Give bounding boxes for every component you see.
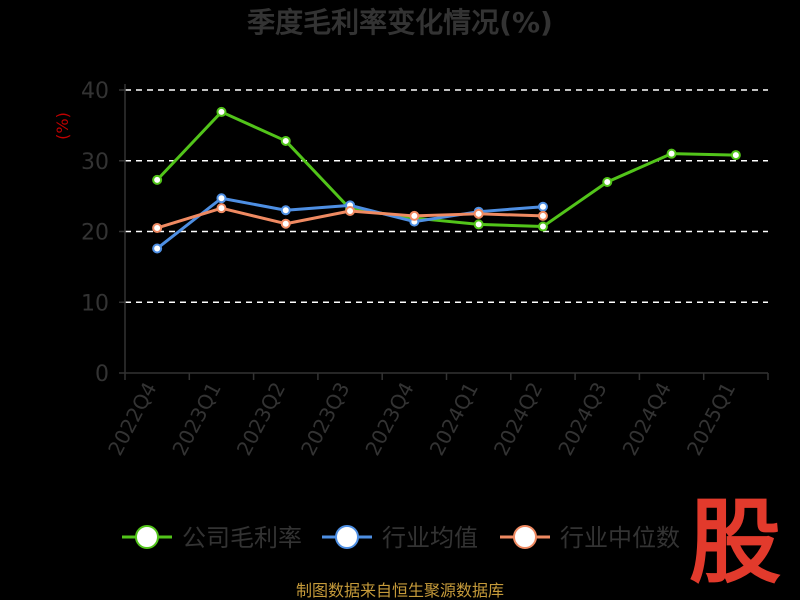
x-tick-label: 2024Q1 [425, 378, 483, 459]
x-tick-label: 2024Q2 [489, 378, 547, 459]
grid [125, 89, 768, 303]
y-tick-label: 30 [81, 150, 109, 175]
data-point [537, 210, 548, 221]
data-point [216, 203, 227, 214]
data-point [730, 150, 741, 161]
x-tick-label: 2025Q1 [682, 378, 740, 459]
data-point [345, 205, 356, 216]
y-tick-label: 20 [81, 221, 109, 246]
data-point [409, 210, 420, 221]
y-tick-label: 0 [95, 362, 109, 387]
x-tick-label: 2023Q4 [360, 378, 418, 459]
legend-label: 行业中位数 [560, 524, 680, 552]
x-tick-label: 2023Q3 [296, 378, 354, 459]
x-tick-label: 2024Q4 [618, 378, 676, 459]
x-tick-label: 2024Q3 [553, 378, 611, 459]
legend: 公司毛利率 行业均值 行业中位数 [122, 524, 680, 552]
y-tick-label: 10 [81, 291, 109, 316]
data-point [473, 208, 484, 219]
data-point [280, 205, 291, 216]
series-2 [152, 203, 548, 233]
data-point [216, 106, 227, 117]
data-point [537, 221, 548, 232]
legend-label: 行业均值 [382, 524, 478, 552]
legend-swatch-marker [335, 525, 359, 549]
brand-logo: 股 [689, 489, 781, 596]
y-axis-unit: (%) [53, 112, 72, 140]
data-point [537, 201, 548, 212]
data-point [152, 243, 163, 254]
data-point [280, 218, 291, 229]
data-point [473, 219, 484, 230]
x-tick-label: 2023Q2 [232, 378, 290, 459]
legend-swatch-marker [513, 525, 537, 549]
series-layer [152, 106, 741, 254]
legend-label: 公司毛利率 [182, 524, 302, 552]
data-point [280, 135, 291, 146]
series-0 [152, 106, 741, 232]
data-point [666, 148, 677, 159]
x-tick-label: 2022Q4 [103, 378, 161, 459]
chart-title: 季度毛利率变化情况(%) [247, 6, 553, 39]
legend-item: 行业中位数 [500, 524, 680, 552]
series-line [156, 110, 736, 229]
x-tick-label: 2023Q1 [167, 378, 225, 459]
y-tick-label: 40 [81, 79, 109, 104]
legend-swatch-marker [135, 525, 159, 549]
legend-item: 行业均值 [322, 524, 478, 552]
data-point [152, 222, 163, 233]
data-point [602, 176, 613, 187]
legend-item: 公司毛利率 [122, 524, 302, 552]
data-point [216, 193, 227, 204]
data-point [152, 174, 163, 185]
source-note: 制图数据来自恒生聚源数据库 [296, 581, 504, 600]
